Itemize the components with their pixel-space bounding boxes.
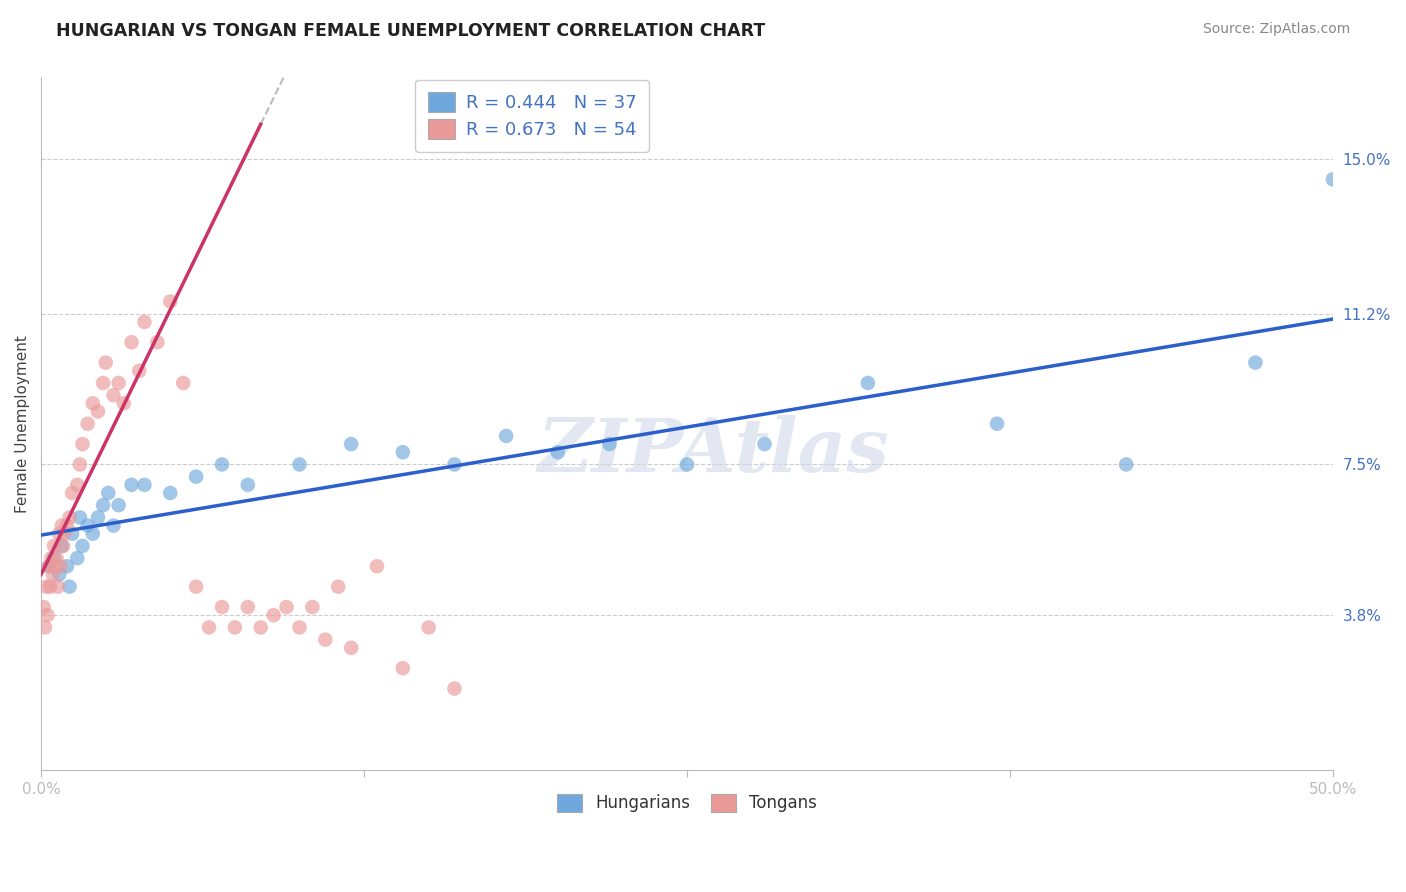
Point	[547, 445, 569, 459]
Point	[56, 518, 79, 533]
Point	[418, 620, 440, 634]
Point	[82, 396, 104, 410]
Text: ZIPAtlas: ZIPAtlas	[537, 415, 889, 488]
Point	[198, 620, 221, 634]
Point	[37, 608, 59, 623]
Point	[97, 486, 120, 500]
Point	[42, 551, 65, 566]
Point	[172, 376, 194, 390]
Point	[76, 518, 98, 533]
Point	[41, 551, 63, 566]
Point	[48, 526, 70, 541]
Point	[94, 356, 117, 370]
Point	[53, 526, 76, 541]
Point	[46, 580, 69, 594]
Text: Source: ZipAtlas.com: Source: ZipAtlas.com	[1202, 22, 1350, 37]
Point	[72, 437, 94, 451]
Point	[107, 376, 129, 390]
Text: HUNGARIAN VS TONGAN FEMALE UNEMPLOYMENT CORRELATION CHART: HUNGARIAN VS TONGAN FEMALE UNEMPLOYMENT …	[56, 22, 765, 40]
Point	[52, 539, 75, 553]
Point	[986, 417, 1008, 431]
Point	[224, 620, 246, 634]
Point	[91, 376, 114, 390]
Point	[72, 539, 94, 553]
Point	[301, 600, 323, 615]
Point	[159, 294, 181, 309]
Point	[314, 632, 336, 647]
Point	[51, 539, 73, 553]
Point	[32, 600, 55, 615]
Point	[288, 620, 311, 634]
Point	[107, 498, 129, 512]
Point	[340, 437, 363, 451]
Point	[35, 580, 58, 594]
Point	[211, 458, 233, 472]
Point	[44, 559, 66, 574]
Point	[91, 498, 114, 512]
Point	[236, 600, 259, 615]
Point	[121, 335, 143, 350]
Point	[249, 620, 271, 634]
Point	[51, 518, 73, 533]
Point	[87, 510, 110, 524]
Point	[134, 315, 156, 329]
Point	[391, 661, 413, 675]
Point	[60, 526, 83, 541]
Point	[87, 404, 110, 418]
Point	[598, 437, 620, 451]
Point	[103, 388, 125, 402]
Point	[42, 567, 65, 582]
Point	[495, 429, 517, 443]
Point	[134, 478, 156, 492]
Point	[263, 608, 285, 623]
Point	[211, 600, 233, 615]
Point	[856, 376, 879, 390]
Point	[48, 567, 70, 582]
Point	[184, 469, 207, 483]
Point	[58, 510, 80, 524]
Point	[69, 458, 91, 472]
Point	[1322, 172, 1344, 186]
Point	[103, 518, 125, 533]
Point	[184, 580, 207, 594]
Point	[38, 559, 60, 574]
Point	[58, 580, 80, 594]
Point	[82, 526, 104, 541]
Point	[276, 600, 298, 615]
Point	[443, 458, 465, 472]
Point	[146, 335, 169, 350]
Y-axis label: Female Unemployment: Female Unemployment	[15, 334, 30, 513]
Point	[76, 417, 98, 431]
Point	[288, 458, 311, 472]
Point	[39, 580, 62, 594]
Point	[676, 458, 699, 472]
Legend: Hungarians, Tongans: Hungarians, Tongans	[546, 782, 828, 824]
Point	[60, 486, 83, 500]
Point	[49, 559, 72, 574]
Point	[328, 580, 350, 594]
Point	[443, 681, 465, 696]
Point	[236, 478, 259, 492]
Point	[1115, 458, 1137, 472]
Point	[66, 551, 89, 566]
Point	[1244, 356, 1267, 370]
Point	[128, 364, 150, 378]
Point	[56, 559, 79, 574]
Point	[391, 445, 413, 459]
Point	[366, 559, 388, 574]
Point	[340, 640, 363, 655]
Point	[66, 478, 89, 492]
Point	[121, 478, 143, 492]
Point	[38, 559, 60, 574]
Point	[754, 437, 776, 451]
Point	[69, 510, 91, 524]
Point	[159, 486, 181, 500]
Point	[34, 620, 56, 634]
Point	[45, 551, 67, 566]
Point	[112, 396, 135, 410]
Point	[42, 539, 65, 553]
